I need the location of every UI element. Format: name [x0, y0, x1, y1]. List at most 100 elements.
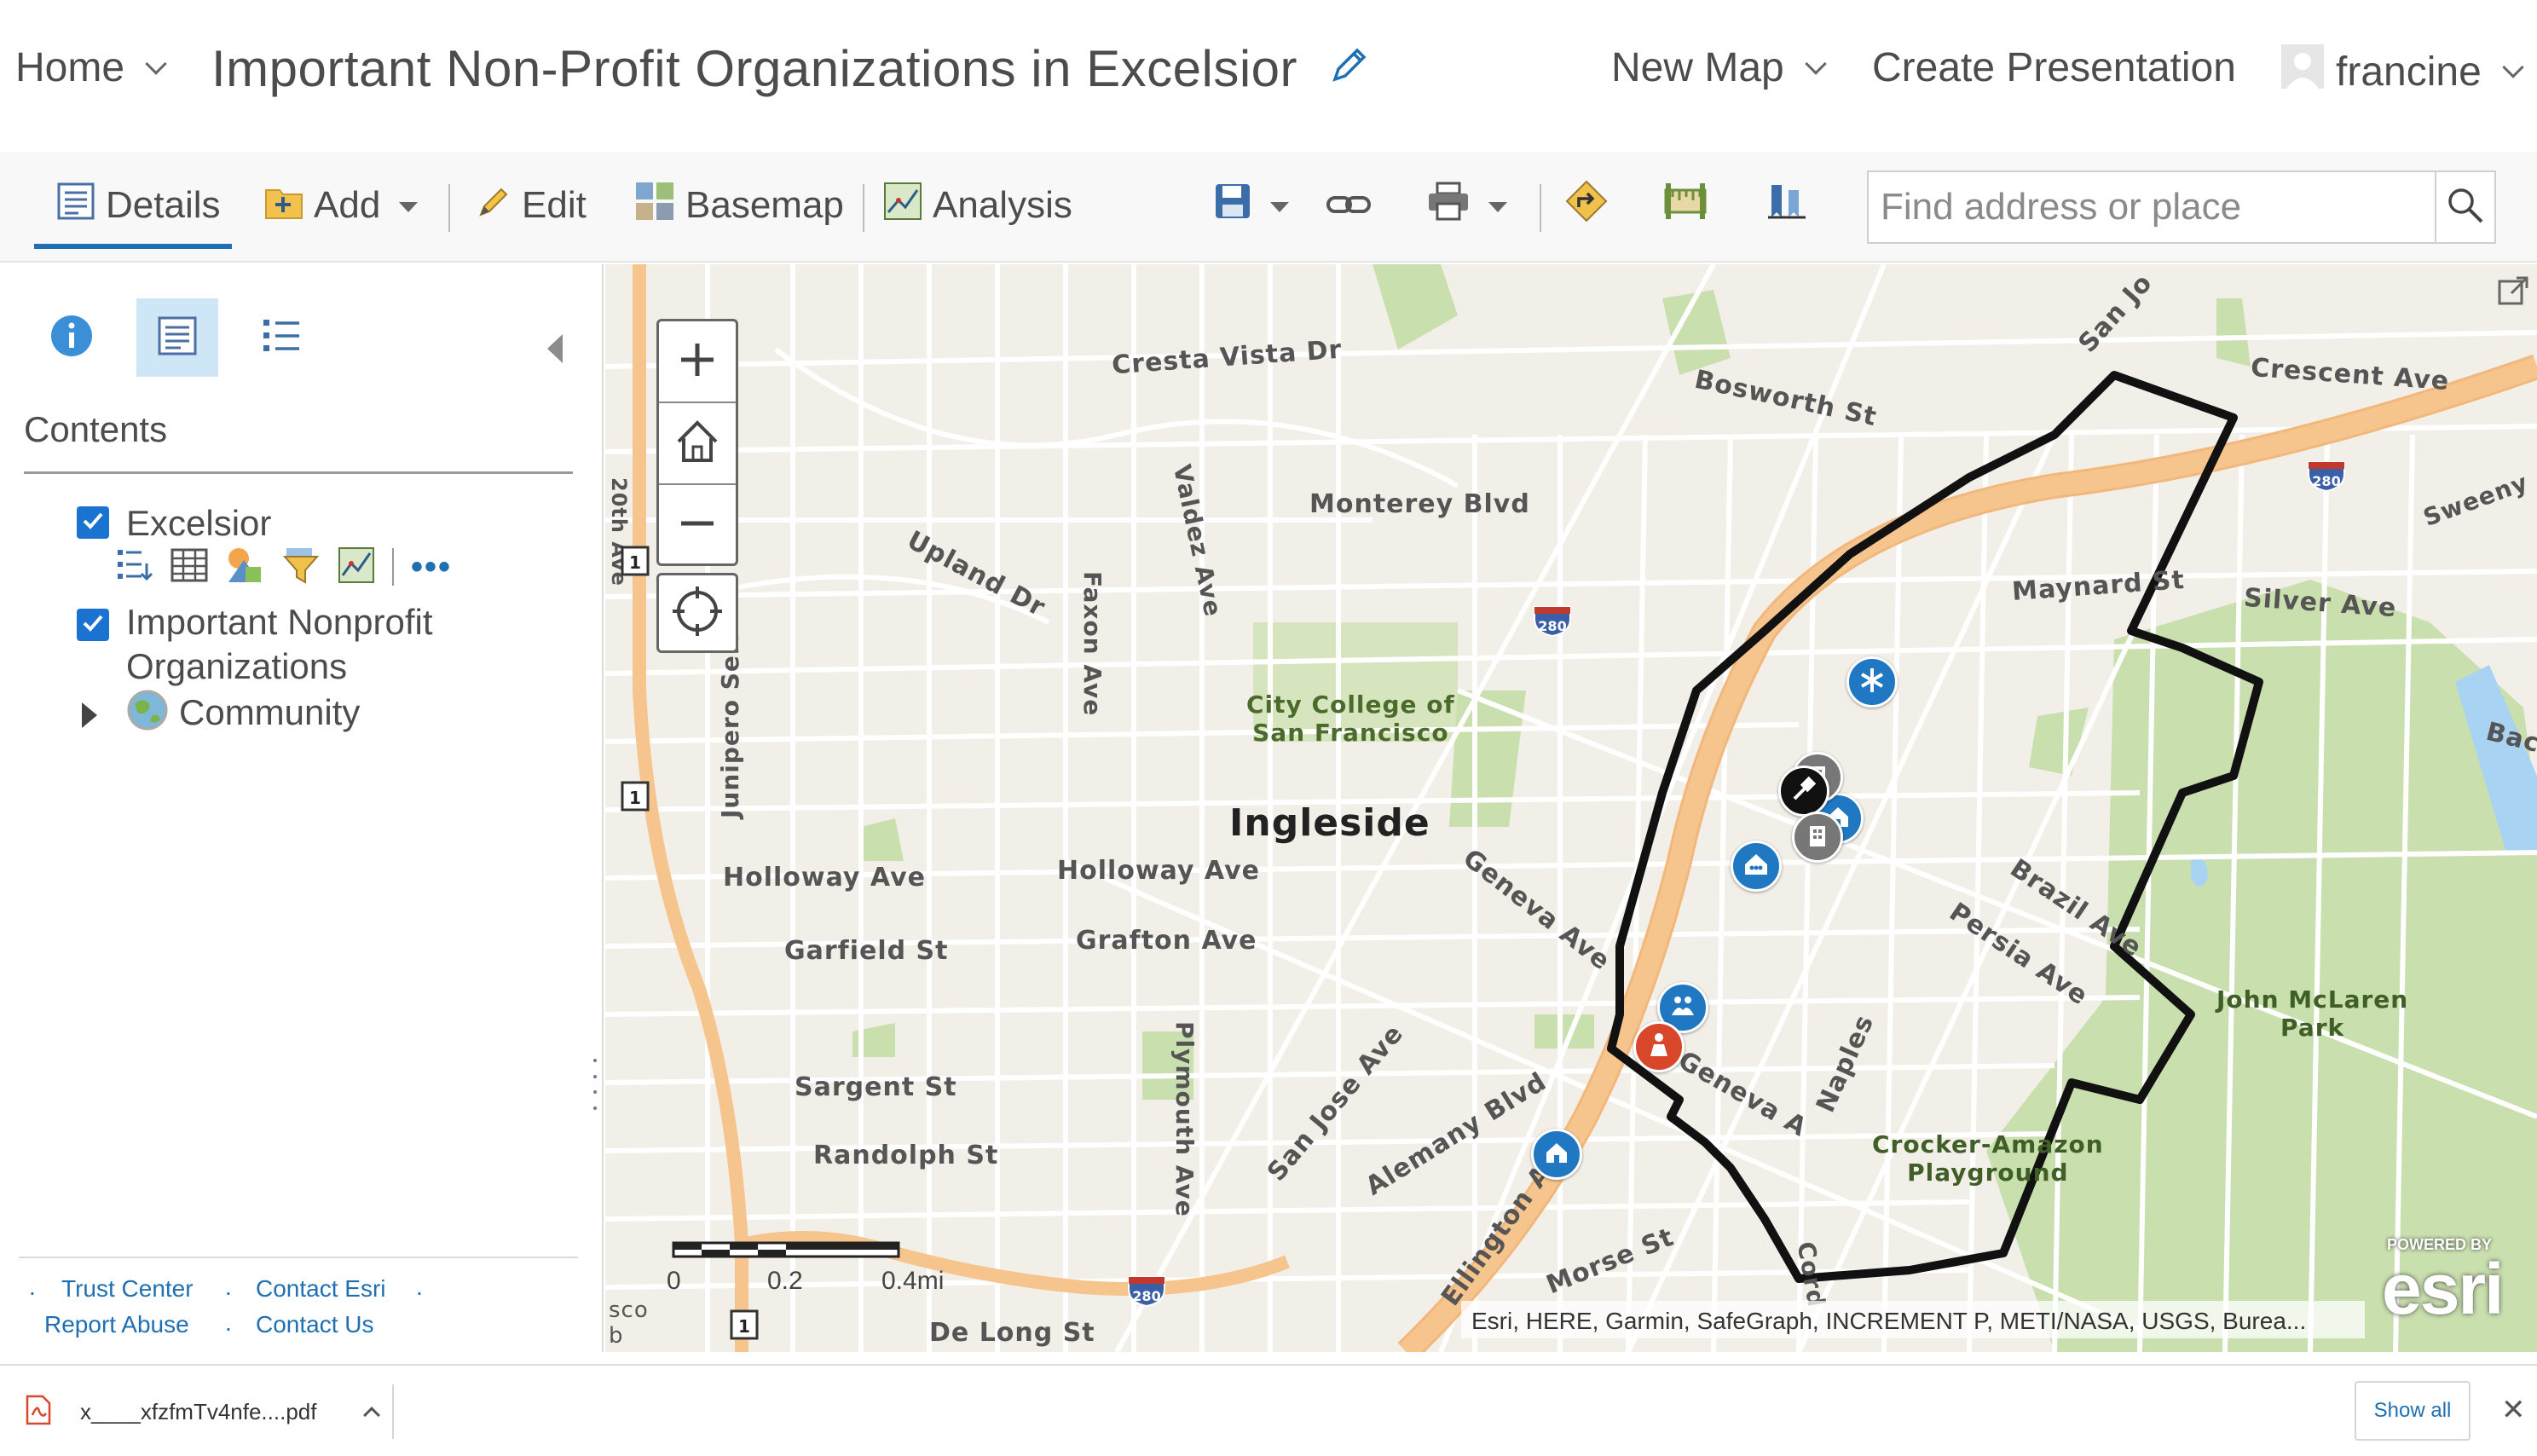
pencil-icon [477, 184, 511, 228]
nonprofit-layer-checkbox[interactable] [77, 609, 109, 641]
street-label: Faxon Ave [1078, 571, 1107, 717]
search-icon [2446, 186, 2485, 229]
analysis-map-icon [883, 182, 922, 230]
bullet: . [225, 1309, 232, 1336]
attribute-table-icon[interactable] [170, 548, 208, 586]
chevron-down-icon [2502, 56, 2524, 78]
community-layer-label[interactable]: Community [179, 692, 361, 732]
about-tab[interactable] [31, 298, 113, 377]
bullet: . [416, 1274, 423, 1300]
new-map-menu[interactable]: New Map [1611, 44, 1827, 91]
details-button[interactable]: Details [56, 179, 221, 232]
nonprofit-layer-label[interactable]: Important Nonprofit Organizations [126, 600, 433, 689]
search-input[interactable] [1869, 172, 2438, 242]
chevron-up-icon[interactable] [363, 1407, 381, 1424]
save-disk-icon [1214, 182, 1251, 229]
map-attribution[interactable]: Esri, HERE, Garmin, SafeGraph, INCREMENT… [1461, 1301, 2365, 1338]
collapse-panel-arrow[interactable] [547, 334, 563, 363]
street-label: Junipero Serr [716, 629, 744, 818]
street-label: Randolph St [813, 1141, 999, 1170]
housing-marker[interactable] [1531, 1129, 1582, 1180]
details-label: Details [106, 184, 221, 226]
legal-marker[interactable] [1778, 766, 1829, 817]
home-icon [673, 418, 721, 470]
home-label: Home [15, 45, 125, 90]
shield-number: 280 [1538, 618, 1566, 634]
analysis-button[interactable]: Analysis [883, 179, 1072, 232]
more-options-icon[interactable]: ••• [411, 547, 453, 586]
asterisk-icon [1858, 666, 1887, 699]
details-icon [56, 182, 95, 230]
contact-esri-link[interactable]: Contact Esri [256, 1275, 386, 1302]
community-center-marker[interactable] [1731, 841, 1782, 892]
park-label: John McLaren Park [2216, 985, 2408, 1042]
directions-button[interactable] [1565, 179, 1608, 232]
esri-logo[interactable]: POWERED BY esri [2365, 1236, 2527, 1338]
caret-down-icon [1488, 202, 1507, 212]
map-title: Important Non-Profit Organizations in Ex… [211, 40, 1298, 97]
content-tab[interactable] [136, 298, 218, 377]
search-button[interactable] [2435, 172, 2494, 242]
community-house-icon [1742, 851, 1771, 882]
scale-label: 0.4mi [881, 1267, 945, 1295]
contents-title: Contents [24, 409, 168, 449]
home-extent-button[interactable] [659, 403, 736, 483]
add-button[interactable]: Add [264, 179, 419, 232]
download-item[interactable]: x____xfzfmTv4nfe....pdf [26, 1384, 394, 1439]
place-label: City College of San Francisco [1246, 690, 1455, 747]
expand-arrow-icon[interactable] [82, 702, 97, 728]
locate-button[interactable] [656, 573, 738, 653]
share-link-button[interactable] [1326, 179, 1371, 232]
family-services-marker[interactable] [1657, 982, 1708, 1033]
globe-icon [126, 689, 169, 736]
zoom-out-button[interactable] [659, 485, 736, 565]
excelsior-layer-label[interactable]: Excelsior [126, 503, 272, 543]
print-button[interactable] [1427, 179, 1507, 232]
minus-icon [678, 504, 717, 547]
show-legend-icon[interactable] [116, 546, 153, 588]
map-view[interactable]: Cresta Vista Dr Bosworth St San Jo Cresc… [605, 264, 2537, 1352]
report-abuse-link[interactable]: Report Abuse [44, 1311, 189, 1338]
basemap-label: Basemap [685, 184, 844, 226]
child-icon [1645, 1031, 1673, 1064]
new-map-label: New Map [1611, 45, 1784, 90]
create-presentation-link[interactable]: Create Presentation [1872, 44, 2236, 91]
edit-button[interactable]: Edit [477, 179, 587, 232]
caret-down-icon [399, 202, 419, 212]
change-style-icon[interactable] [225, 546, 264, 588]
perform-analysis-icon[interactable] [338, 546, 375, 588]
medical-marker[interactable] [1846, 656, 1898, 708]
fullscreen-toggle-icon[interactable] [2494, 273, 2532, 310]
place-label: sco [609, 1297, 649, 1323]
user-menu[interactable]: francine [2281, 44, 2524, 99]
measure-button[interactable] [1664, 179, 1707, 232]
childcare-marker[interactable] [1633, 1021, 1685, 1072]
basemap-button[interactable]: Basemap [634, 179, 844, 232]
nonprofit-layer-label-line1: Important Nonprofit [126, 602, 433, 642]
filter-icon[interactable] [281, 546, 321, 588]
building-marker[interactable] [1792, 812, 1843, 863]
save-button[interactable] [1214, 179, 1289, 232]
pdf-file-icon [26, 1395, 51, 1430]
edit-title-pencil-icon[interactable] [1328, 39, 1371, 98]
legend-tab[interactable] [240, 298, 322, 377]
contact-us-link[interactable]: Contact Us [256, 1311, 374, 1338]
bookmark-icon [1766, 182, 1807, 230]
route-1-shield-icon: 1 [621, 781, 650, 812]
bookmarks-button[interactable] [1766, 179, 1807, 232]
show-all-button[interactable]: Show all [2355, 1381, 2471, 1441]
playground-label-line2: Playground [1907, 1158, 2069, 1187]
trust-center-link[interactable]: Trust Center [61, 1275, 194, 1302]
zoom-in-button[interactable] [659, 321, 736, 402]
panel-tabs [0, 290, 597, 377]
excelsior-layer-checkbox[interactable] [77, 506, 109, 539]
content-list-icon [157, 315, 198, 361]
panel-resize-handle[interactable] [592, 1059, 598, 1110]
zoom-controls [656, 319, 738, 566]
close-icon[interactable]: ✕ [2501, 1394, 2526, 1426]
home-menu[interactable]: Home [15, 44, 167, 91]
contents-panel: Contents Excelsior ••• Important Nonprof… [0, 264, 604, 1352]
shield-number: 280 [1132, 1288, 1160, 1304]
park-label: Crocker-Amazon Playground [1872, 1130, 2104, 1187]
map-toolbar: Details Add Edit Basemap Analysis [0, 152, 2537, 263]
